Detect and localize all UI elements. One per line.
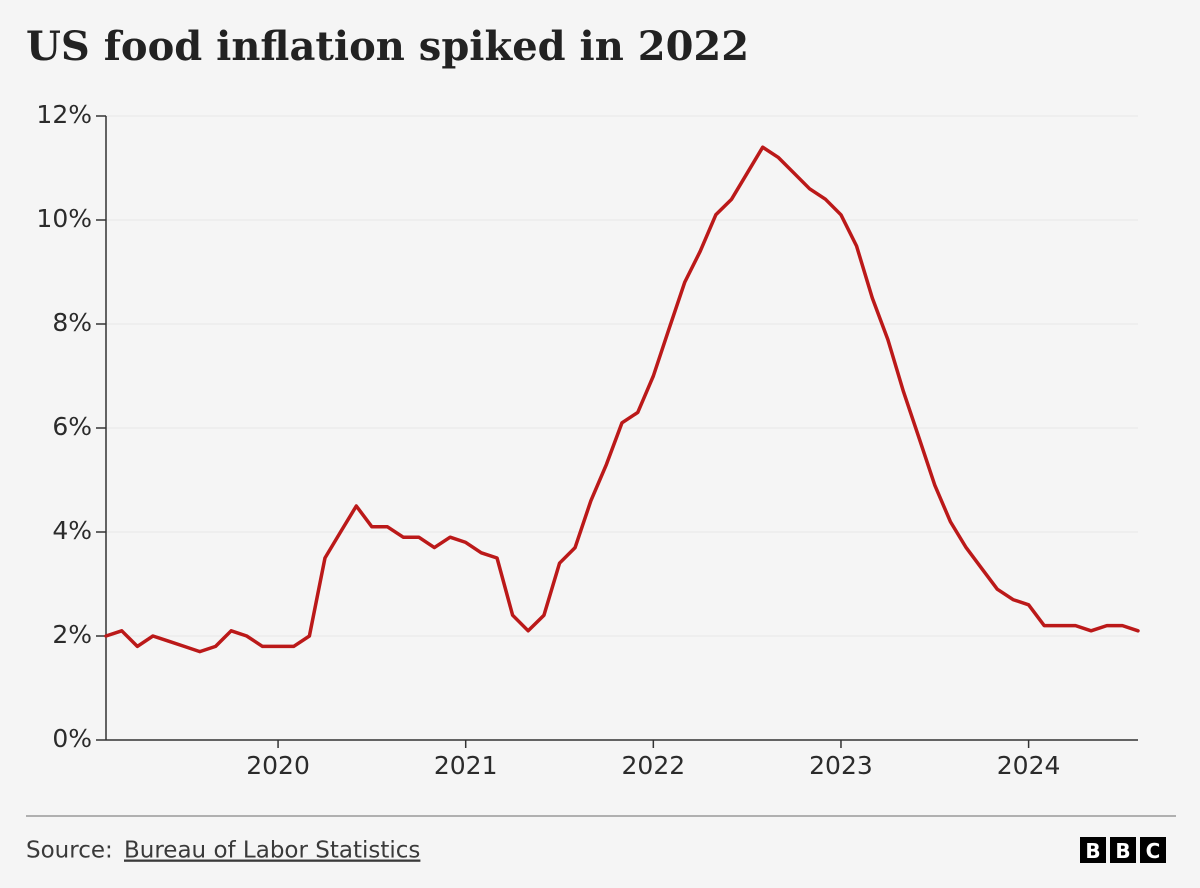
x-tick-label: 2023 xyxy=(809,751,873,780)
x-tick-label: 2024 xyxy=(997,751,1061,780)
logo-letter: B xyxy=(1115,839,1130,863)
y-tick-label: 2% xyxy=(52,620,92,649)
x-tick-label: 2021 xyxy=(434,751,498,780)
y-tick-label: 0% xyxy=(52,724,92,753)
y-tick-label: 12% xyxy=(36,100,92,129)
y-tick-label: 6% xyxy=(52,412,92,441)
data-line xyxy=(104,145,1140,654)
y-tick-label: 8% xyxy=(52,308,92,337)
y-tick-label: 10% xyxy=(36,204,92,233)
source-label: Source: xyxy=(26,838,113,864)
logo-letter: B xyxy=(1085,839,1100,863)
logo-box xyxy=(1140,837,1166,863)
logo-box xyxy=(1080,837,1106,863)
y-tick-label: 4% xyxy=(52,516,92,545)
logo-letter: C xyxy=(1146,839,1161,863)
chart-title: US food inflation spiked in 2022 xyxy=(26,23,749,70)
x-tick-label: 2020 xyxy=(246,751,310,780)
logo-box xyxy=(1110,837,1136,863)
source-link[interactable]: Bureau of Labor Statistics xyxy=(124,838,420,864)
x-tick-label: 2022 xyxy=(622,751,686,780)
